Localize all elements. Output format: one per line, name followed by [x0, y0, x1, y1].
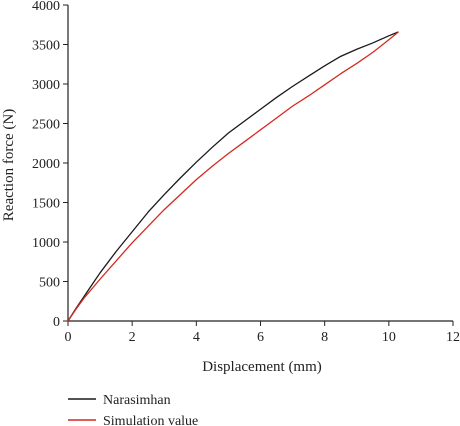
x-tick-label: 4 [193, 330, 200, 345]
series-line-simulation-value [67, 31, 399, 322]
legend-label-narasimhan: Narasimhan [103, 393, 171, 408]
y-tick-label: 2000 [32, 157, 60, 172]
series-line-narasimhan [67, 31, 399, 322]
y-tick-label: 500 [39, 276, 60, 291]
y-tick-label: 3500 [32, 39, 60, 54]
y-tick-label: 2500 [32, 118, 60, 133]
x-tick-label: 2 [129, 330, 136, 345]
y-tick-label: 0 [53, 315, 60, 330]
y-tick-label: 3000 [32, 78, 60, 93]
y-axis-title: Reaction force (N) [1, 109, 17, 221]
x-axis-title: Displacement (mm) [202, 359, 322, 375]
axes: 0 2 4 6 8 10 12 0 500 1000 1500 2000 2500 3000 3500 400… [32, 0, 460, 345]
x-tick-label: 0 [65, 330, 72, 345]
y-tick-label: 1000 [32, 236, 60, 251]
x-tick-label: 12 [446, 330, 460, 345]
x-tick-label: 10 [382, 330, 396, 345]
legend: Narasimhan Simulation value [68, 393, 198, 426]
x-tick-label: 8 [321, 330, 328, 345]
x-tick-label: 6 [257, 330, 264, 345]
y-tick-label: 4000 [32, 0, 60, 14]
legend-label-simulation-value: Simulation value [103, 414, 198, 426]
y-tick-label: 1500 [32, 197, 60, 212]
plot-series [67, 31, 399, 322]
